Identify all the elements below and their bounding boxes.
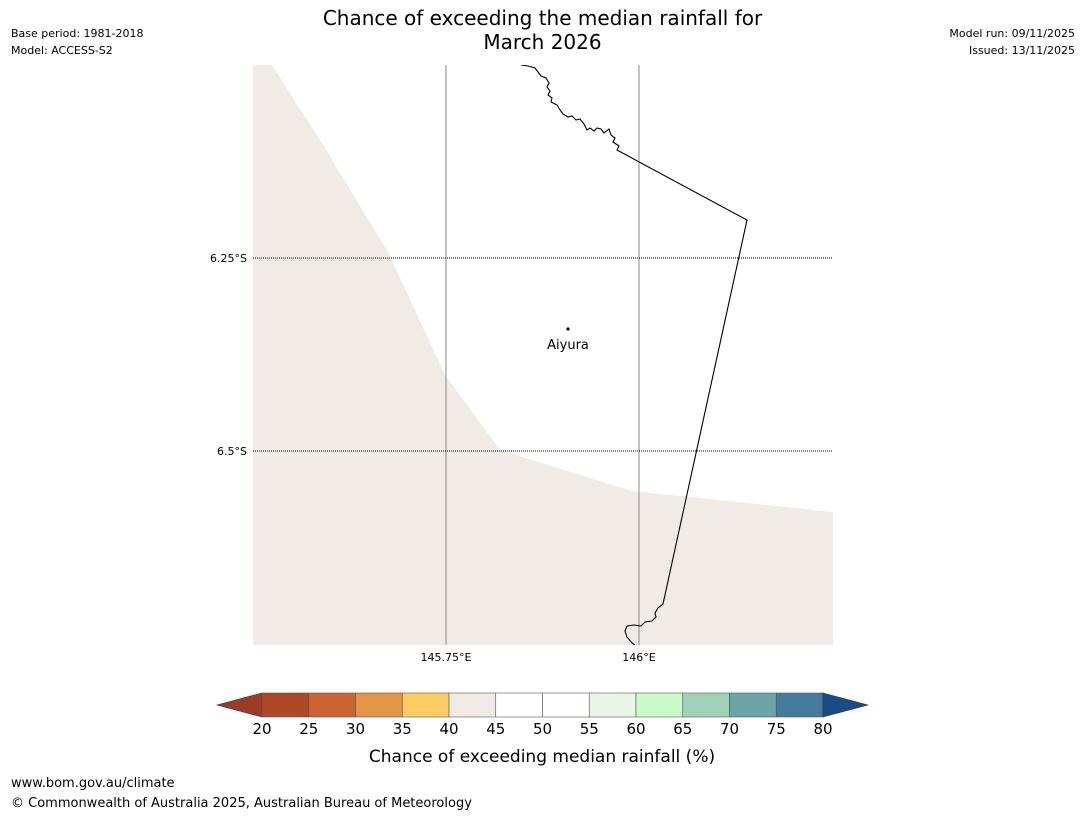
probability-region-40-45	[253, 65, 833, 645]
colorbar-swatches	[215, 692, 870, 718]
colorbar-tick-label: 40	[439, 720, 458, 738]
footer-url[interactable]: www.bom.gov.au/climate	[11, 776, 175, 791]
colorbar-tick-label: 55	[580, 720, 599, 738]
colorbar-tick-label: 45	[486, 720, 505, 738]
colorbar-swatch-55-60	[588, 692, 637, 718]
footer: www.bom.gov.au/climate © Commonwealth of…	[11, 774, 472, 814]
colorbar-tick-label: 65	[673, 720, 692, 738]
base-period: Base period: 1981-2018	[11, 27, 144, 40]
colorbar-legend: 20 25 30 35 40 45 50 55 60 65 70 75 80 Chance of exc…	[215, 692, 870, 767]
colorbar-swatch-75-80	[775, 692, 824, 718]
colorbar-tick-label: 60	[626, 720, 645, 738]
metadata-left: Base period: 1981-2018 Model: ACCESS-S2	[11, 25, 143, 59]
title-line-2: March 2026	[483, 30, 602, 54]
colorbar-tick-label: 70	[720, 720, 739, 738]
colorbar-swatch-25-30	[308, 692, 356, 718]
colorbar-tick-label: 80	[813, 720, 832, 738]
colorbar-label: Chance of exceeding median rainfall (%)	[369, 747, 715, 767]
colorbar-tick-label: 35	[393, 720, 412, 738]
colorbar-swatch-45-50	[495, 692, 543, 718]
colorbar-tick-label: 20	[252, 720, 271, 738]
colorbar-extend-low	[215, 692, 263, 718]
province-boundary	[520, 65, 748, 645]
colorbar-ticks: 20 25 30 35 40 45 50 55 60 65 70 75 80	[252, 720, 832, 738]
colorbar-swatch-40-45	[448, 692, 497, 718]
model-run: Model run: 09/11/2025	[949, 27, 1075, 40]
colorbar-swatch-65-70	[682, 692, 730, 718]
lat-label-6-5S: 6.5°S	[217, 445, 247, 458]
aiyura-marker	[566, 327, 570, 331]
title-line-1: Chance of exceeding the median rainfall …	[322, 6, 763, 30]
footer-copyright: © Commonwealth of Australia 2025, Austra…	[11, 796, 472, 811]
colorbar-tick-label: 75	[767, 720, 786, 738]
colorbar-swatch-60-65	[635, 692, 684, 718]
rainfall-map: Aiyura 6.25°S 6.5°S 145.75°E 146°E	[210, 65, 833, 664]
colorbar-swatch-35-40	[401, 692, 450, 718]
issued-date: Issued: 13/11/2025	[968, 44, 1075, 57]
colorbar-extend-high	[822, 692, 870, 718]
colorbar-swatch-50-55	[542, 692, 590, 718]
place-label-aiyura: Aiyura	[547, 338, 589, 353]
chart-title: Chance of exceeding the median rainfall …	[0, 6, 1085, 54]
colorbar-swatch-30-35	[355, 692, 403, 718]
lon-label-145-75E: 145.75°E	[421, 651, 472, 664]
colorbar-tick-label: 25	[299, 720, 318, 738]
metadata-right: Model run: 09/11/2025 Issued: 13/11/2025	[949, 25, 1075, 59]
colorbar-tick-label: 30	[346, 720, 365, 738]
colorbar-swatch-70-75	[729, 692, 777, 718]
colorbar-swatch-20-25	[261, 692, 310, 718]
lat-label-6-25S: 6.25°S	[210, 252, 247, 265]
colorbar-tick-label: 50	[533, 720, 552, 738]
model-name: Model: ACCESS-S2	[11, 44, 113, 57]
lon-label-146E: 146°E	[622, 651, 655, 664]
